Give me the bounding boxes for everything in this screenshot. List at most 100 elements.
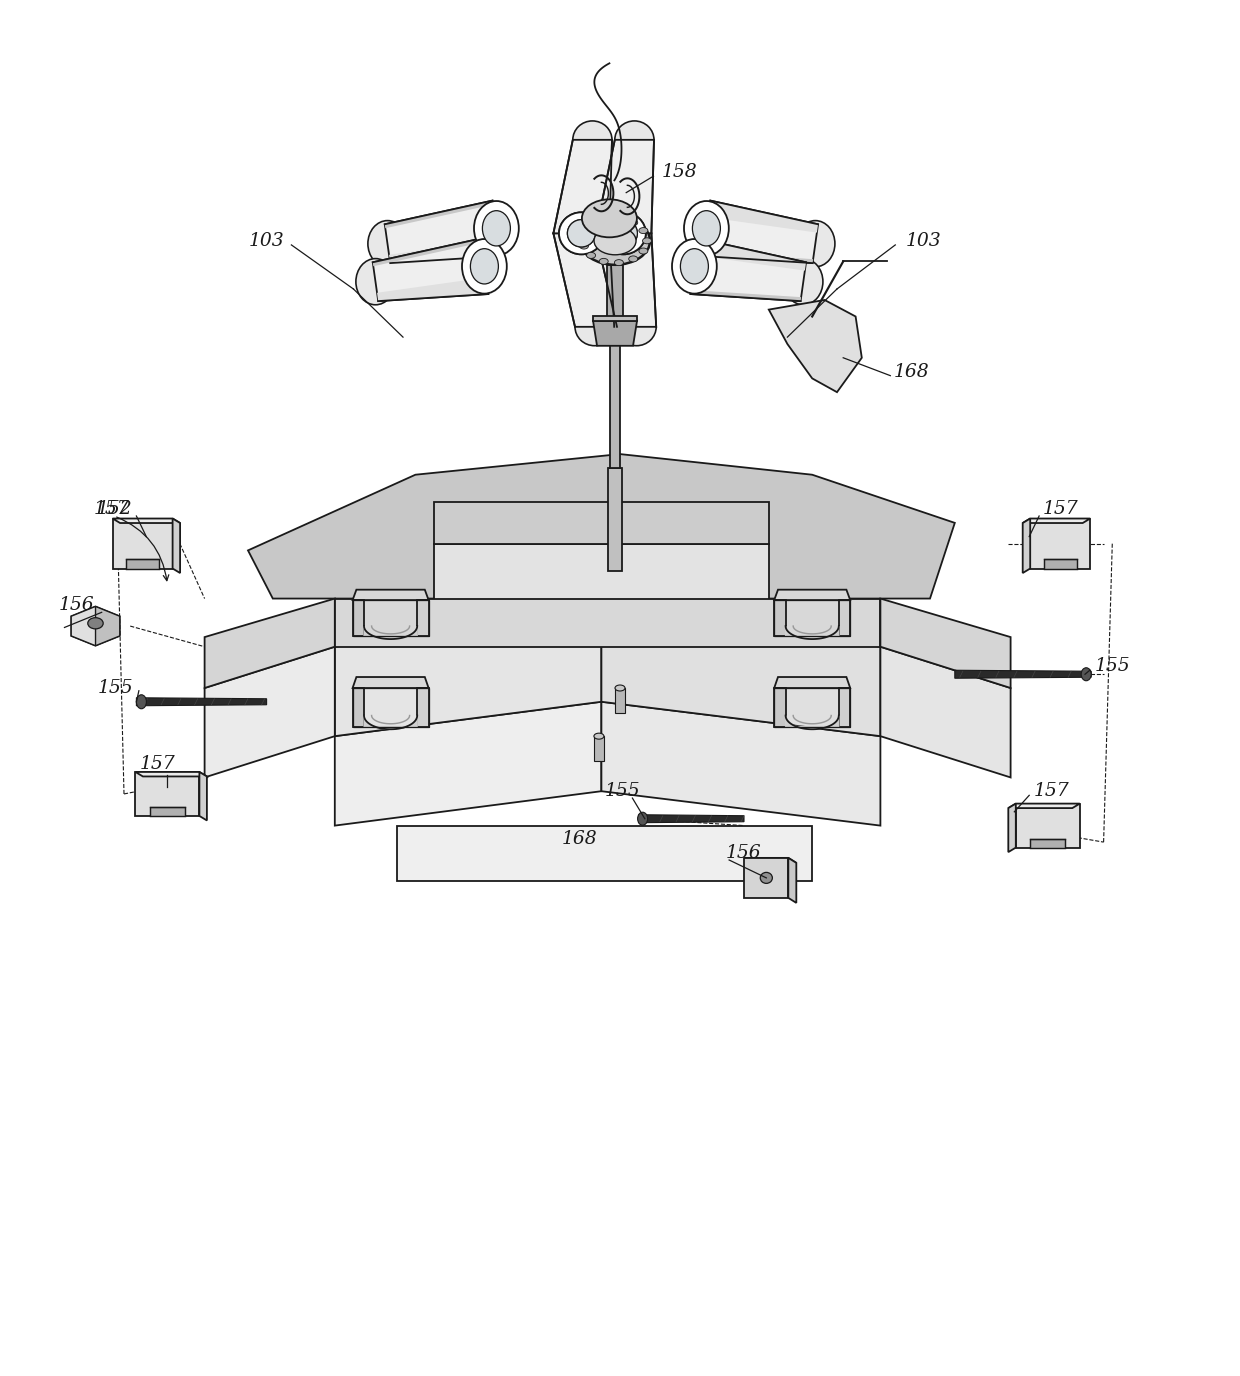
- Polygon shape: [610, 303, 620, 468]
- Text: 168: 168: [894, 362, 929, 381]
- Ellipse shape: [470, 249, 498, 283]
- Polygon shape: [113, 519, 172, 568]
- Polygon shape: [136, 698, 267, 706]
- Ellipse shape: [463, 239, 507, 293]
- Polygon shape: [71, 607, 120, 645]
- Polygon shape: [1044, 559, 1076, 568]
- Polygon shape: [352, 688, 365, 727]
- Text: 155: 155: [98, 678, 133, 698]
- Polygon shape: [594, 736, 604, 761]
- Ellipse shape: [587, 252, 595, 259]
- Ellipse shape: [368, 220, 407, 267]
- Polygon shape: [95, 607, 120, 645]
- Text: 155: 155: [1095, 656, 1130, 676]
- Ellipse shape: [587, 223, 595, 230]
- Ellipse shape: [760, 872, 773, 883]
- Text: 157: 157: [94, 499, 129, 519]
- Polygon shape: [601, 702, 880, 826]
- Ellipse shape: [629, 256, 637, 261]
- Polygon shape: [113, 519, 180, 523]
- Polygon shape: [384, 201, 500, 263]
- Polygon shape: [71, 607, 95, 645]
- Polygon shape: [352, 677, 429, 688]
- Polygon shape: [608, 468, 622, 571]
- Text: 156: 156: [60, 596, 94, 615]
- Polygon shape: [417, 600, 429, 637]
- Polygon shape: [389, 239, 500, 263]
- Ellipse shape: [615, 685, 625, 691]
- Ellipse shape: [580, 217, 650, 264]
- Polygon shape: [601, 612, 880, 736]
- Polygon shape: [615, 688, 625, 713]
- Polygon shape: [365, 626, 417, 638]
- Ellipse shape: [642, 238, 651, 244]
- Text: 155: 155: [605, 782, 640, 801]
- Ellipse shape: [594, 733, 604, 739]
- Ellipse shape: [568, 220, 595, 246]
- Text: 157: 157: [1034, 782, 1069, 801]
- Polygon shape: [955, 670, 1091, 678]
- Ellipse shape: [629, 220, 637, 226]
- Polygon shape: [838, 600, 851, 637]
- Polygon shape: [593, 316, 637, 321]
- Polygon shape: [553, 234, 614, 327]
- Polygon shape: [595, 234, 656, 327]
- Ellipse shape: [568, 220, 595, 246]
- Polygon shape: [703, 201, 818, 263]
- Polygon shape: [434, 544, 769, 612]
- Ellipse shape: [609, 220, 637, 246]
- Ellipse shape: [615, 121, 653, 158]
- Ellipse shape: [692, 211, 720, 246]
- Polygon shape: [1030, 519, 1090, 568]
- Polygon shape: [373, 238, 481, 266]
- Ellipse shape: [601, 212, 646, 255]
- Ellipse shape: [618, 308, 656, 345]
- Ellipse shape: [609, 220, 637, 246]
- Polygon shape: [248, 454, 955, 599]
- Polygon shape: [708, 201, 818, 233]
- Polygon shape: [384, 201, 494, 228]
- Polygon shape: [1008, 804, 1016, 852]
- Polygon shape: [744, 857, 789, 899]
- Polygon shape: [365, 716, 417, 729]
- Ellipse shape: [579, 233, 589, 238]
- Ellipse shape: [639, 227, 647, 234]
- Polygon shape: [608, 264, 622, 321]
- Polygon shape: [335, 612, 601, 736]
- Text: 157: 157: [140, 754, 175, 773]
- Ellipse shape: [639, 248, 647, 255]
- Polygon shape: [397, 826, 812, 881]
- Polygon shape: [335, 702, 601, 826]
- Polygon shape: [377, 278, 489, 301]
- Ellipse shape: [784, 259, 823, 305]
- Polygon shape: [150, 808, 185, 816]
- Polygon shape: [373, 238, 489, 301]
- Polygon shape: [593, 321, 637, 345]
- Polygon shape: [774, 677, 851, 688]
- Polygon shape: [1023, 519, 1090, 523]
- Polygon shape: [769, 300, 862, 392]
- Polygon shape: [774, 688, 786, 727]
- Ellipse shape: [681, 249, 708, 283]
- Polygon shape: [880, 647, 1011, 777]
- Ellipse shape: [474, 201, 518, 256]
- Polygon shape: [880, 599, 1011, 688]
- Polygon shape: [639, 815, 744, 823]
- Text: 157: 157: [1043, 499, 1078, 519]
- Polygon shape: [595, 140, 653, 234]
- Polygon shape: [696, 238, 806, 271]
- Polygon shape: [1030, 839, 1065, 848]
- Ellipse shape: [601, 212, 646, 255]
- Ellipse shape: [599, 259, 608, 264]
- Polygon shape: [703, 252, 813, 263]
- Polygon shape: [774, 600, 786, 637]
- Polygon shape: [172, 519, 180, 572]
- Polygon shape: [838, 688, 851, 727]
- Polygon shape: [205, 647, 335, 777]
- Text: 168: 168: [562, 830, 596, 849]
- Polygon shape: [135, 772, 207, 776]
- Polygon shape: [789, 857, 796, 903]
- Ellipse shape: [672, 239, 717, 293]
- Ellipse shape: [356, 259, 396, 305]
- Ellipse shape: [559, 212, 604, 255]
